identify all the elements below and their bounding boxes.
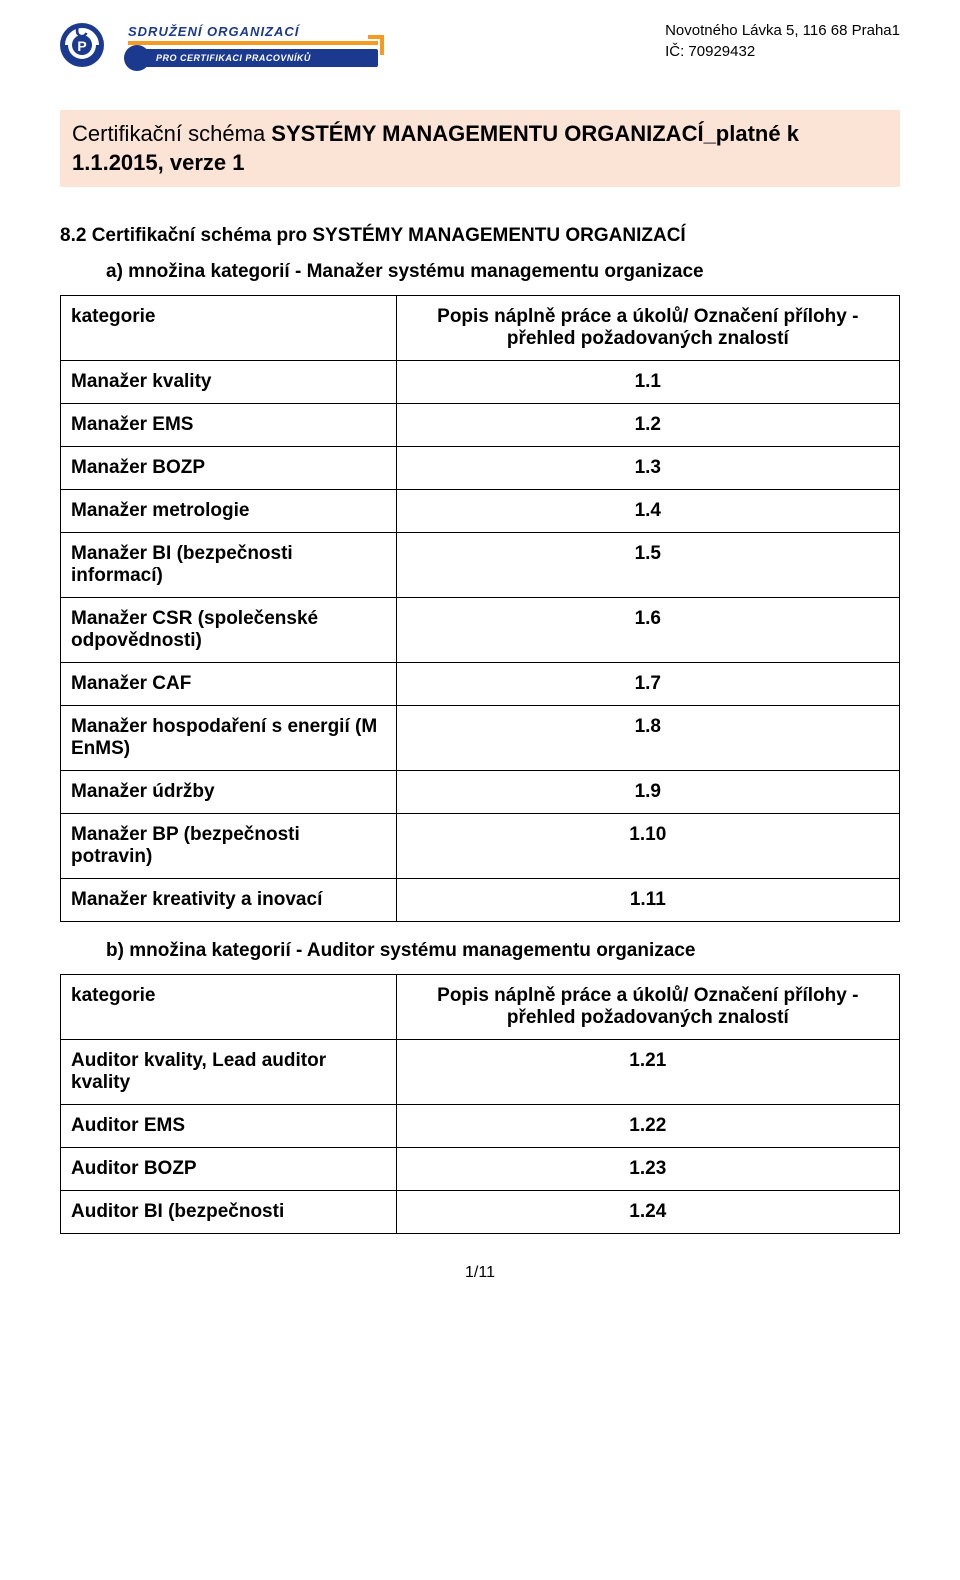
- category-label: Manažer BI (bezpečnosti informací): [61, 533, 397, 598]
- category-label: Manažer kvality: [61, 361, 397, 404]
- logo-key-line-icon: [128, 41, 378, 45]
- table-row: Manažer hospodaření s energií (M EnMS)1.…: [61, 706, 900, 771]
- logo-line2: PRO CERTIFIKACI PRACOVNÍKŮ: [156, 53, 311, 63]
- category-value: 1.21: [396, 1040, 899, 1105]
- category-label: Manažer EMS: [61, 404, 397, 447]
- category-value: 1.11: [396, 879, 899, 922]
- logo-text-block: SDRUŽENÍ ORGANIZACÍ PRO CERTIFIKACI PRAC…: [128, 24, 378, 67]
- address-line2: IČ: 70929432: [665, 41, 900, 62]
- table-row: Auditor kvality, Lead auditor kvality1.2…: [61, 1040, 900, 1105]
- category-value: 1.3: [396, 447, 899, 490]
- document-page: P C SDRUŽENÍ ORGANIZACÍ PRO CERTIFIKACI …: [0, 0, 960, 1302]
- category-value: 1.24: [396, 1191, 899, 1234]
- category-value: 1.5: [396, 533, 899, 598]
- category-label: Auditor EMS: [61, 1105, 397, 1148]
- category-label: Auditor BOZP: [61, 1148, 397, 1191]
- category-value: 1.9: [396, 771, 899, 814]
- category-label: Manažer CAF: [61, 663, 397, 706]
- table-row: Manažer údržby1.9: [61, 771, 900, 814]
- table-row: Manažer BP (bezpečnosti potravin)1.10: [61, 814, 900, 879]
- category-label: Manažer BOZP: [61, 447, 397, 490]
- category-label: Manažer údržby: [61, 771, 397, 814]
- category-label: Auditor kvality, Lead auditor kvality: [61, 1040, 397, 1105]
- title-prefix: Certifikační schéma: [72, 121, 271, 146]
- table-header-left: kategorie: [61, 296, 397, 361]
- logo-cp-icon: P C: [60, 20, 120, 70]
- title-text: Certifikační schéma SYSTÉMY MANAGEMENTU …: [72, 120, 888, 177]
- svg-text:C: C: [75, 21, 88, 41]
- table-row: Manažer BI (bezpečnosti informací)1.5: [61, 533, 900, 598]
- table-row: Auditor BI (bezpečnosti1.24: [61, 1191, 900, 1234]
- logo-line1: SDRUŽENÍ ORGANIZACÍ: [128, 24, 378, 39]
- table-header-left: kategorie: [61, 975, 397, 1040]
- table-header-right: Popis náplně práce a úkolů/ Označení pří…: [396, 296, 899, 361]
- category-label: Manažer hospodaření s energií (M EnMS): [61, 706, 397, 771]
- table-row: Manažer EMS1.2: [61, 404, 900, 447]
- category-value: 1.4: [396, 490, 899, 533]
- sublist-b: b) množina kategorií - Auditor systému m…: [60, 940, 900, 962]
- category-value: 1.1: [396, 361, 899, 404]
- category-label: Auditor BI (bezpečnosti: [61, 1191, 397, 1234]
- title-band: Certifikační schéma SYSTÉMY MANAGEMENTU …: [60, 110, 900, 187]
- category-value: 1.7: [396, 663, 899, 706]
- category-value: 1.22: [396, 1105, 899, 1148]
- address-line1: Novotného Lávka 5, 116 68 Praha1: [665, 20, 900, 41]
- table-row: Auditor EMS1.22: [61, 1105, 900, 1148]
- table-row: Manažer CSR (společenské odpovědnosti)1.…: [61, 598, 900, 663]
- table-row: kategorie Popis náplně práce a úkolů/ Oz…: [61, 296, 900, 361]
- table-row: kategorie Popis náplně práce a úkolů/ Oz…: [61, 975, 900, 1040]
- table-row: Manažer CAF1.7: [61, 663, 900, 706]
- category-value: 1.8: [396, 706, 899, 771]
- table-header-right: Popis náplně práce a úkolů/ Označení pří…: [396, 975, 899, 1040]
- page-number: 1/11: [60, 1264, 900, 1282]
- table-row: Manažer kvality1.1: [61, 361, 900, 404]
- logo-block: P C SDRUŽENÍ ORGANIZACÍ PRO CERTIFIKACI …: [60, 20, 378, 70]
- table-row: Manažer BOZP1.3: [61, 447, 900, 490]
- category-label: Manažer CSR (společenské odpovědnosti): [61, 598, 397, 663]
- logo-bar: PRO CERTIFIKACI PRACOVNÍKŮ: [128, 49, 378, 67]
- sublist-a: a) množina kategorií - Manažer systému m…: [60, 261, 900, 283]
- table-row: Manažer kreativity a inovací1.11: [61, 879, 900, 922]
- table-row: Manažer metrologie1.4: [61, 490, 900, 533]
- table-a: kategorie Popis náplně práce a úkolů/ Oz…: [60, 295, 900, 922]
- table-b: kategorie Popis náplně práce a úkolů/ Oz…: [60, 974, 900, 1234]
- category-label: Manažer BP (bezpečnosti potravin): [61, 814, 397, 879]
- header-row: P C SDRUŽENÍ ORGANIZACÍ PRO CERTIFIKACI …: [60, 20, 900, 70]
- category-value: 1.6: [396, 598, 899, 663]
- category-value: 1.2: [396, 404, 899, 447]
- address-block: Novotného Lávka 5, 116 68 Praha1 IČ: 709…: [665, 20, 900, 62]
- category-label: Manažer metrologie: [61, 490, 397, 533]
- section-heading: 8.2 Certifikační schéma pro SYSTÉMY MANA…: [60, 225, 900, 247]
- category-value: 1.10: [396, 814, 899, 879]
- category-value: 1.23: [396, 1148, 899, 1191]
- table-row: Auditor BOZP1.23: [61, 1148, 900, 1191]
- category-label: Manažer kreativity a inovací: [61, 879, 397, 922]
